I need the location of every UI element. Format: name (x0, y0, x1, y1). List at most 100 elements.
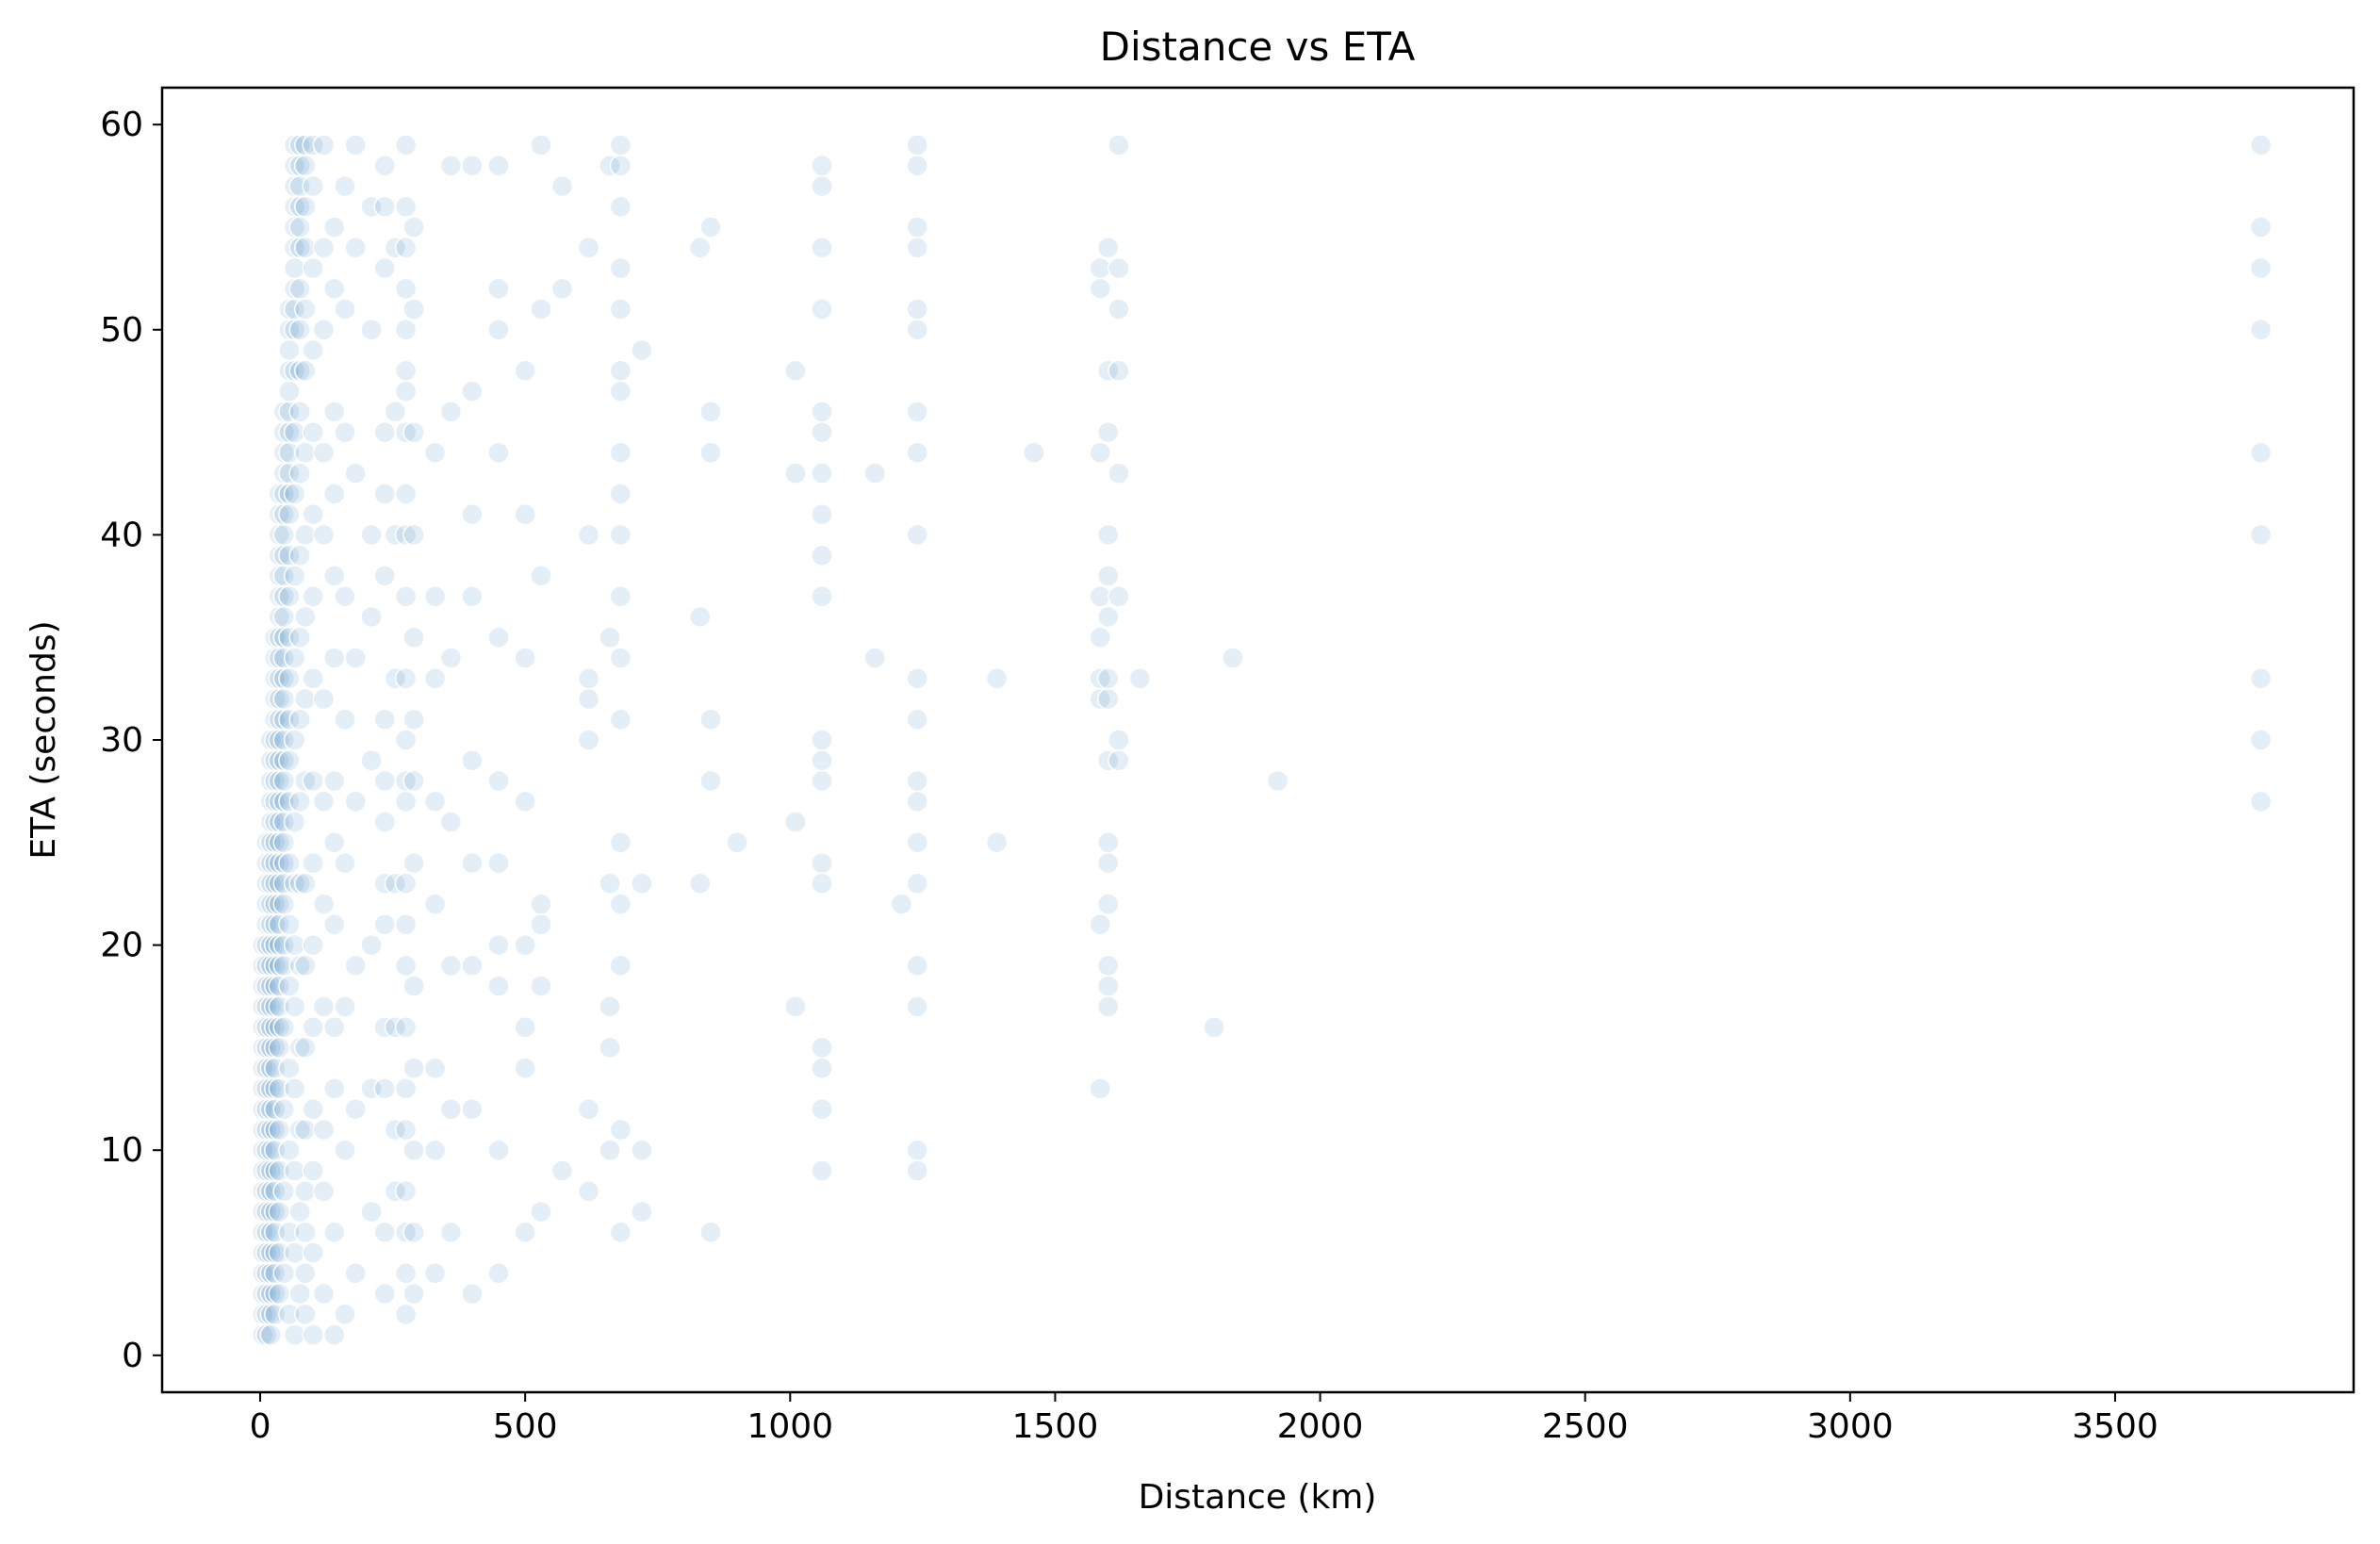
data-point (322, 483, 346, 505)
data-point (302, 502, 324, 526)
data-point (1203, 1015, 1225, 1039)
data-point (811, 174, 833, 198)
data-point (811, 1057, 833, 1079)
data-point (288, 544, 311, 567)
data-point (259, 1323, 283, 1346)
data-point (394, 1303, 418, 1326)
data-point (294, 1303, 317, 1326)
data-point (609, 584, 632, 608)
data-point (609, 195, 632, 218)
data-point (811, 1036, 833, 1059)
data-point (302, 1323, 324, 1346)
data-point (322, 216, 346, 238)
x-axis-label: Distance (km) (1139, 1478, 1377, 1517)
data-point (294, 1221, 317, 1244)
data-point (402, 975, 425, 997)
data-point (599, 995, 621, 1018)
data-point (334, 420, 356, 444)
data-point (312, 1179, 336, 1203)
data-point (373, 1282, 396, 1306)
data-point (302, 933, 324, 957)
data-point (514, 933, 536, 957)
data-point (294, 236, 317, 259)
data-point (514, 359, 536, 383)
data-point (288, 401, 311, 423)
data-point (784, 995, 807, 1018)
data-point (288, 134, 311, 156)
data-point (699, 441, 722, 465)
data-point (609, 893, 632, 915)
data-point (1089, 256, 1111, 280)
data-point (423, 893, 447, 915)
data-point (294, 1036, 317, 1059)
data-point (906, 441, 928, 465)
data-point (288, 277, 311, 301)
data-point (863, 647, 887, 669)
data-point (278, 1221, 301, 1244)
data-point (373, 1221, 396, 1244)
data-point (439, 401, 463, 423)
data-point (699, 216, 722, 238)
data-point (344, 954, 367, 977)
data-point (334, 708, 356, 731)
data-point (294, 523, 317, 547)
data-point (334, 1303, 356, 1326)
data-point (1108, 134, 1130, 156)
data-point (599, 1139, 621, 1161)
data-point (811, 1097, 833, 1121)
data-point (1023, 441, 1045, 465)
data-point (906, 236, 928, 259)
data-point (784, 462, 807, 485)
data-point (394, 236, 418, 259)
data-point (278, 380, 301, 402)
data-point (283, 933, 306, 957)
data-point (278, 1057, 301, 1079)
data-point (461, 380, 484, 402)
data-point (609, 359, 632, 383)
data-point (811, 298, 833, 320)
data-point (609, 708, 632, 731)
data-point (302, 256, 324, 280)
data-point (461, 154, 484, 177)
data-point (384, 401, 407, 423)
data-point (394, 523, 418, 547)
data-point (272, 831, 296, 854)
data-point (288, 1036, 311, 1059)
data-point (1089, 584, 1111, 608)
data-point (609, 523, 632, 547)
data-point (514, 1221, 536, 1244)
data-point (487, 626, 510, 649)
data-point (288, 954, 311, 977)
data-point (394, 420, 418, 444)
data-point (811, 401, 833, 423)
data-point (322, 401, 346, 423)
data-point (344, 647, 367, 669)
data-point (2249, 256, 2273, 280)
data-point (1266, 769, 1289, 793)
points-layer (252, 134, 2273, 1346)
data-point (609, 298, 632, 320)
data-point (334, 1139, 356, 1161)
data-point (577, 687, 600, 711)
data-point (402, 523, 425, 547)
data-point (906, 666, 928, 690)
data-point (906, 523, 928, 547)
data-point (288, 790, 311, 813)
data-point (423, 790, 447, 813)
data-point (784, 359, 807, 383)
data-point (294, 134, 317, 156)
data-point (322, 913, 346, 936)
data-point (278, 1139, 301, 1161)
data-point (423, 441, 447, 465)
data-point (334, 995, 356, 1018)
data-point (278, 666, 301, 690)
data-point (268, 1200, 291, 1224)
data-point (288, 359, 311, 383)
data-point (402, 420, 425, 444)
data-point (811, 584, 833, 608)
x-tick-label: 3000 (1807, 1407, 1894, 1446)
data-point (487, 154, 510, 177)
x-tick-label: 500 (493, 1407, 558, 1446)
data-point (268, 1118, 291, 1142)
